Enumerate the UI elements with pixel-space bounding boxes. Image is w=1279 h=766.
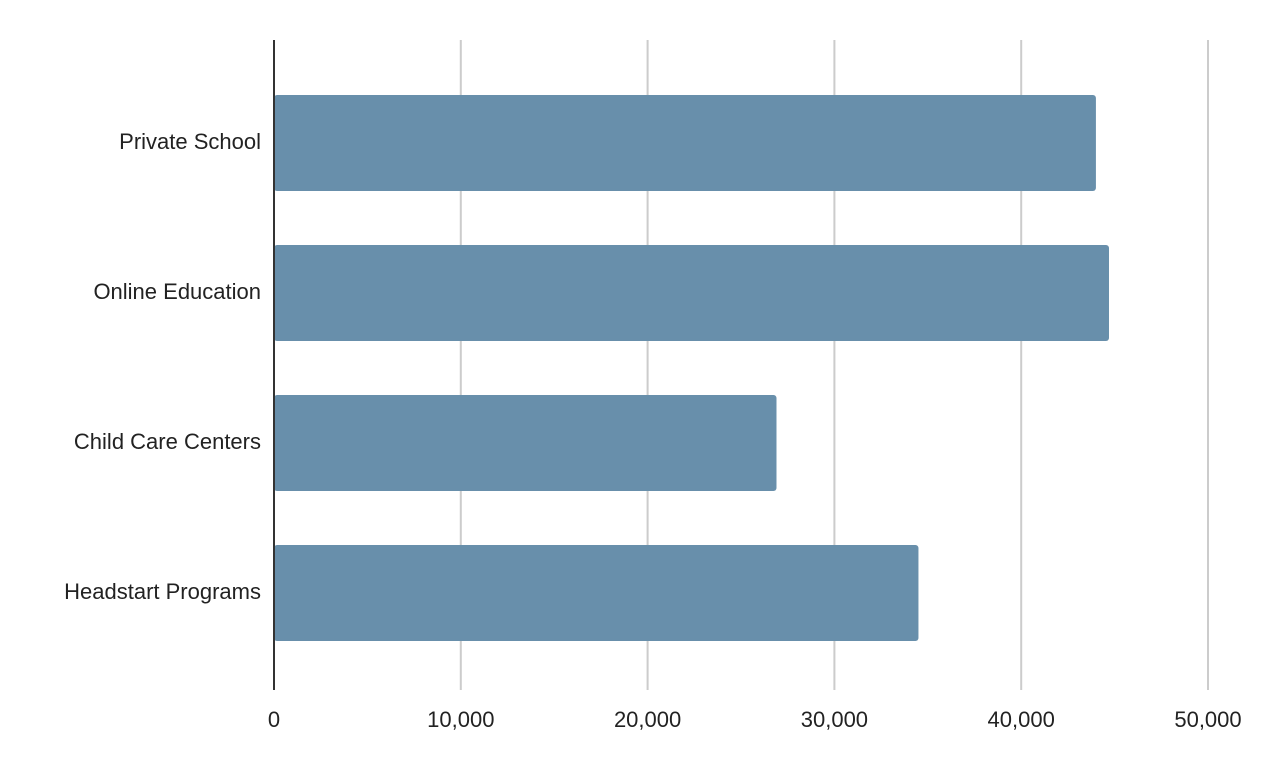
bar	[274, 545, 919, 641]
x-tick-label: 0	[268, 707, 280, 732]
y-tick-label: Online Education	[93, 279, 261, 304]
bar	[274, 395, 777, 491]
bar	[274, 95, 1096, 191]
y-tick-label: Private School	[119, 129, 261, 154]
y-tick-label: Child Care Centers	[74, 429, 261, 454]
y-tick-label: Headstart Programs	[64, 579, 261, 604]
x-tick-label: 10,000	[427, 707, 494, 732]
x-tick-label: 20,000	[614, 707, 681, 732]
x-tick-label: 50,000	[1174, 707, 1241, 732]
bar	[274, 245, 1109, 341]
x-tick-label: 30,000	[801, 707, 868, 732]
x-tick-label: 40,000	[988, 707, 1055, 732]
